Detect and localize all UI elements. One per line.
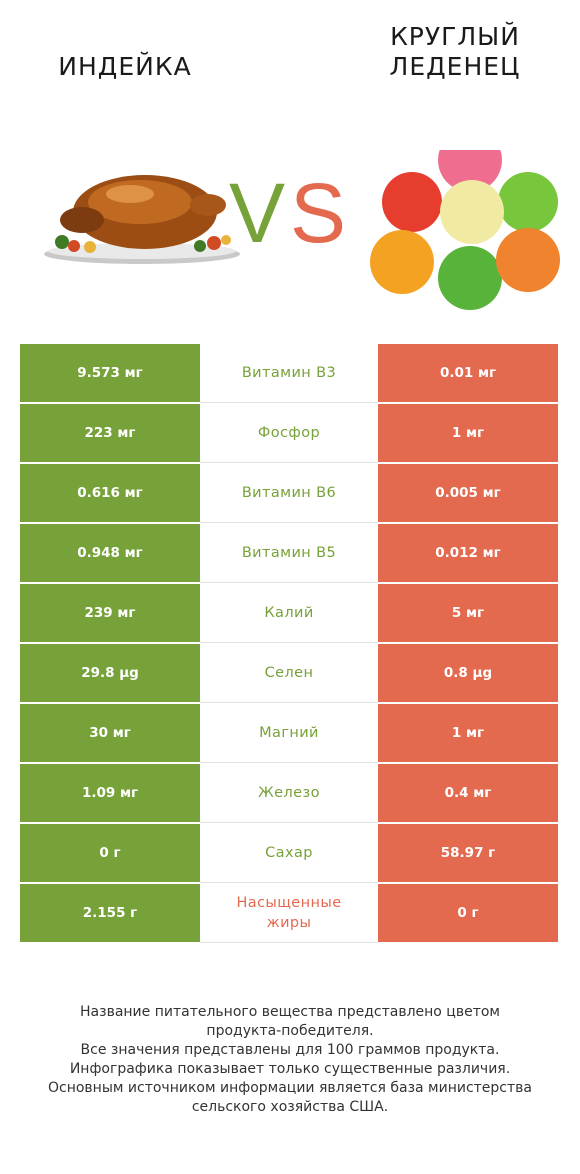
table-row: 30 мг Магний 1 мг xyxy=(20,704,558,764)
table-row: 0.616 мг Витамин B6 0.005 мг xyxy=(20,464,558,524)
illustration: V S xyxy=(44,150,560,310)
title-left: ИНДЕЙКА xyxy=(58,52,192,81)
table-row: 9.573 мг Витамин B3 0.01 мг xyxy=(20,344,558,404)
value-right: 0.4 мг xyxy=(378,764,558,822)
nutrient-name: Витамин B6 xyxy=(200,464,378,523)
gumdrops-icon xyxy=(370,150,560,310)
value-left: 0.616 мг xyxy=(20,464,200,522)
value-left: 9.573 мг xyxy=(20,344,200,402)
nutrient-name: Витамин B5 xyxy=(200,524,378,583)
value-right: 0 г xyxy=(378,884,558,942)
nutrient-name: Магний xyxy=(200,704,378,763)
value-right: 58.97 г xyxy=(378,824,558,882)
table-row: 223 мг Фосфор 1 мг xyxy=(20,404,558,464)
nutrient-name: Сахар xyxy=(200,824,378,883)
value-right: 0.01 мг xyxy=(378,344,558,402)
value-right: 0.005 мг xyxy=(378,464,558,522)
table-row: 29.8 µg Селен 0.8 µg xyxy=(20,644,558,704)
footer-line: Инфографика показывает только существенн… xyxy=(69,1061,511,1077)
footer-line: Название питательного вещества представл… xyxy=(80,1004,500,1020)
vs-label: V S xyxy=(229,166,346,260)
nutrient-name: Насыщенные жиры xyxy=(200,884,378,943)
footer-note: Название питательного вещества представл… xyxy=(20,1003,560,1117)
value-left: 223 мг xyxy=(20,404,200,462)
nutrient-name-line: жиры xyxy=(266,915,312,931)
value-left: 0.948 мг xyxy=(20,524,200,582)
value-right: 0.8 µg xyxy=(378,644,558,702)
title-right-line-2: ЛЕДЕНЕЦ xyxy=(389,52,521,81)
value-right: 1 мг xyxy=(378,704,558,762)
title-right: КРУГЛЫЙ ЛЕДЕНЕЦ xyxy=(345,22,565,82)
value-right: 1 мг xyxy=(378,404,558,462)
value-left: 239 мг xyxy=(20,584,200,642)
nutrient-name: Железо xyxy=(200,764,378,823)
value-right: 5 мг xyxy=(378,584,558,642)
nutrient-name: Селен xyxy=(200,644,378,703)
value-left: 2.155 г xyxy=(20,884,200,942)
nutrient-name: Калий xyxy=(200,584,378,643)
nutrient-name-line: Насыщенные xyxy=(236,895,342,911)
table-row: 0 г Сахар 58.97 г xyxy=(20,824,558,884)
value-left: 1.09 мг xyxy=(20,764,200,822)
value-left: 29.8 µg xyxy=(20,644,200,702)
turkey-icon xyxy=(44,175,240,264)
footer-line: продукта-победителя. xyxy=(206,1023,374,1039)
value-left: 30 мг xyxy=(20,704,200,762)
title-right-line-1: КРУГЛЫЙ xyxy=(390,22,520,51)
footer-line: Основным источником информации является … xyxy=(48,1080,532,1096)
table-row: 2.155 г Насыщенные жиры 0 г xyxy=(20,884,558,944)
value-right: 0.012 мг xyxy=(378,524,558,582)
value-left: 0 г xyxy=(20,824,200,882)
nutrient-name: Фосфор xyxy=(200,404,378,463)
vs-letter-v: V xyxy=(229,166,285,260)
table-row: 239 мг Калий 5 мг xyxy=(20,584,558,644)
nutrient-name: Витамин B3 xyxy=(200,344,378,403)
footer-line: Все значения представлены для 100 граммо… xyxy=(80,1042,500,1058)
vs-letter-s: S xyxy=(290,166,346,260)
table-row: 0.948 мг Витамин B5 0.012 мг xyxy=(20,524,558,584)
footer-line: сельского хозяйства США. xyxy=(191,1099,389,1115)
table-row: 1.09 мг Железо 0.4 мг xyxy=(20,764,558,824)
